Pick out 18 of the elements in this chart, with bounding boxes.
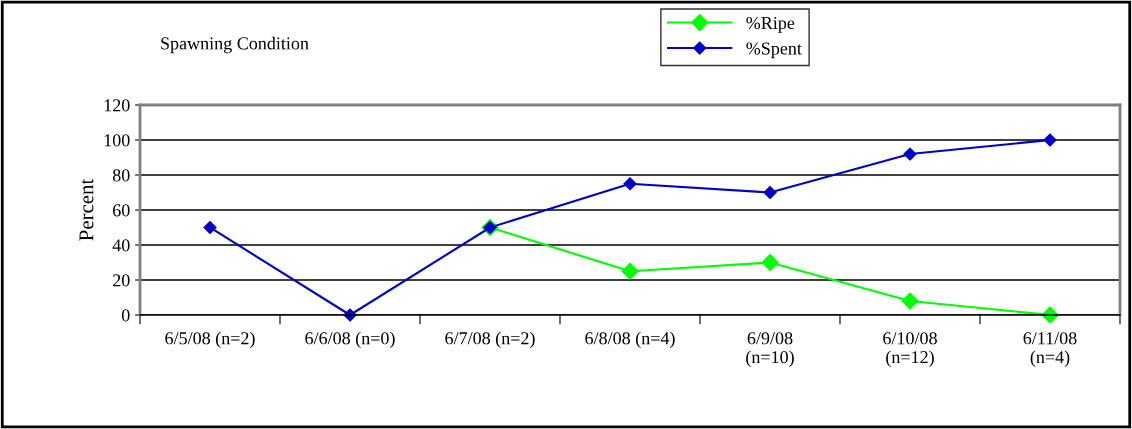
- x-tick-label: 6/11/08 (n=4): [1023, 332, 1077, 367]
- legend-label: %Spent: [746, 42, 802, 59]
- x-tick-label: 6/10/08 (n=12): [883, 332, 937, 367]
- x-tick-label: 6/6/08 (n=0): [305, 331, 395, 349]
- x-tick-label: 6/9/08 (n=10): [746, 332, 794, 367]
- y-tick-label: 80: [112, 169, 130, 182]
- y-tick-label: 0: [121, 309, 130, 322]
- y-tick-label: 60: [113, 204, 130, 217]
- chart-title: Spawning Condition: [161, 36, 309, 54]
- y-tick-label: 100: [104, 134, 130, 147]
- legend-label: %Ripe: [746, 16, 795, 33]
- y-tick-label: 40: [112, 239, 130, 252]
- y-axis-title: Percent: [79, 178, 94, 241]
- x-tick-label: 6/5/08 (n=2): [165, 331, 255, 349]
- x-tick-label: 6/8/08 (n=4): [585, 331, 675, 349]
- x-tick-label: 6/7/08 (n=2): [445, 331, 535, 349]
- y-tick-label: 120: [104, 99, 130, 112]
- y-tick-label: 20: [113, 274, 130, 287]
